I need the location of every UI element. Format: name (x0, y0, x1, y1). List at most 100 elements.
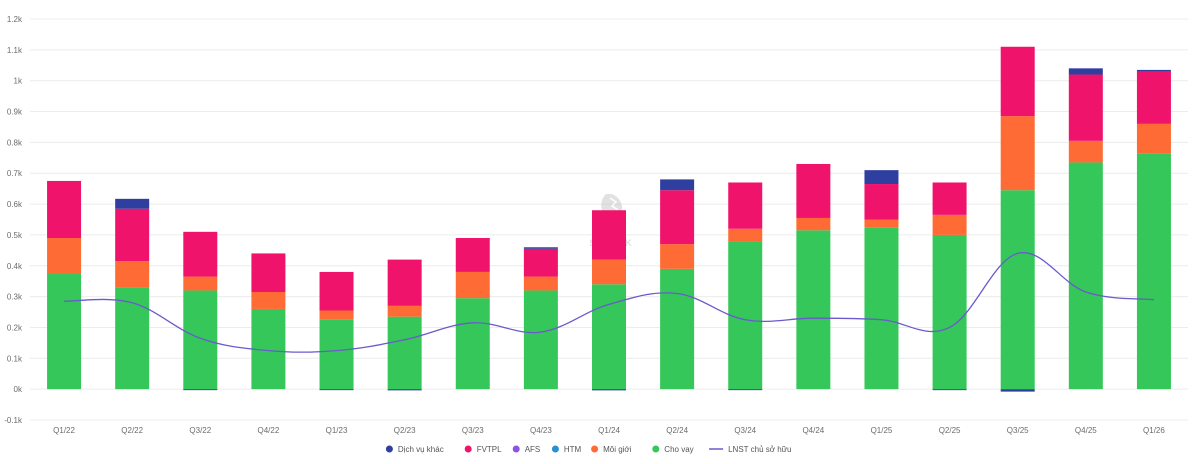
bar-segment (1136, 71, 1171, 124)
y-tick-label: 0.3k (7, 293, 23, 302)
bar-segment (319, 389, 354, 391)
bar-layer (47, 46, 1171, 392)
bar-segment (455, 271, 490, 299)
bar-segment (932, 214, 967, 235)
bar-segment (1068, 162, 1103, 390)
y-tick-label: 0k (14, 385, 23, 394)
x-tick-label: Q1/25 (871, 426, 893, 435)
legend-dot-icon (464, 445, 472, 453)
x-tick-label: Q4/22 (258, 426, 280, 435)
bar-segment (455, 298, 490, 390)
bar-segment (932, 389, 967, 391)
legend: Dịch vụ khác FVTPL AFS HTM Môi giới Cho vay LN… (385, 445, 791, 454)
legend-item: HTM (551, 445, 582, 454)
bar-segment (387, 316, 422, 390)
bar-segment (319, 319, 354, 390)
legend-dot-icon (551, 445, 559, 453)
bar-segment (319, 310, 354, 320)
y-tick-label: 0.6k (7, 200, 23, 209)
bar-segment (1068, 74, 1103, 141)
legend-dot-icon (652, 445, 660, 453)
line-lnst-chu-so-huu (64, 252, 1155, 353)
bar-segment (47, 238, 82, 274)
bar-segment (387, 259, 422, 306)
bar-segment (319, 271, 354, 311)
bar-segment (47, 273, 82, 390)
x-tick-label: Q4/24 (802, 426, 824, 435)
bar-segment (183, 231, 218, 277)
y-tick-label: 1k (14, 77, 23, 86)
legend-item: LNST chủ sở hữu (709, 445, 791, 454)
bar-segment (728, 182, 763, 229)
y-tick-label: 1.1k (7, 46, 23, 55)
y-tick-label: 1.2k (7, 15, 23, 24)
bar-segment (1000, 389, 1035, 392)
legend-dot-icon (512, 445, 520, 453)
bar-segment (728, 389, 763, 391)
y-tick-label: 0.9k (7, 108, 23, 117)
legend-dot-icon (385, 445, 393, 453)
legend-item: Dịch vụ khác (385, 445, 444, 454)
bar-segment (523, 276, 558, 291)
bar-segment (1068, 140, 1103, 163)
legend-item: AFS (512, 445, 541, 454)
bar-segment (1068, 68, 1103, 75)
legend-label: AFS (525, 445, 541, 454)
legend-item: Cho vay (652, 445, 694, 454)
bar-segment (660, 190, 695, 245)
legend-label: LNST chủ sở hữu (728, 445, 791, 454)
bar-segment (592, 284, 626, 390)
bar-segment (115, 198, 150, 209)
bar-segment (864, 184, 899, 220)
legend-label: Cho vay (664, 445, 693, 454)
x-axis-ticks: Q1/22 Q2/22 Q3/22 Q4/22 Q1/23 Q2/23 Q3/23 Q4/23… (53, 426, 1165, 435)
bar-segment (47, 180, 82, 239)
bar-segment (592, 389, 626, 391)
bar-segment (728, 228, 763, 242)
bar-segment (115, 287, 150, 390)
bar-segment (523, 247, 558, 249)
bar-segment (251, 253, 286, 292)
x-tick-label: Q2/25 (939, 426, 961, 435)
bar-segment (183, 290, 218, 390)
bar-segment (455, 238, 490, 272)
bar-segment (592, 210, 626, 260)
x-tick-label: Q3/25 (1007, 426, 1029, 435)
bar-segment (660, 244, 695, 269)
bar-segment (796, 163, 831, 218)
bar-segment (932, 234, 967, 390)
legend-label: Môi giới (603, 445, 632, 454)
bar-segment (183, 389, 218, 391)
bar-segment (251, 291, 286, 309)
y-tick-label: 0.8k (7, 138, 23, 147)
bar-segment (387, 389, 422, 391)
legend-item: Môi giới (591, 445, 632, 454)
bar-segment (864, 219, 899, 228)
bar-segment (864, 170, 899, 185)
bar-segment (1000, 116, 1035, 191)
legend-label: FVTPL (477, 445, 502, 454)
x-tick-label: Q2/24 (666, 426, 688, 435)
bar-segment (1000, 46, 1035, 117)
x-tick-label: Q4/23 (530, 426, 552, 435)
y-tick-label: 0.1k (7, 354, 23, 363)
x-tick-label: Q1/23 (326, 426, 348, 435)
x-tick-label: Q4/25 (1075, 426, 1097, 435)
y-tick-label: 0.4k (7, 262, 23, 271)
y-tick-label: 0.7k (7, 169, 23, 178)
bar-segment (1136, 123, 1171, 154)
x-tick-label: Q1/24 (598, 426, 620, 435)
bar-segment (523, 248, 558, 277)
x-tick-label: Q1/26 (1143, 426, 1165, 435)
bar-segment (183, 276, 218, 291)
bar-segment (1000, 190, 1035, 390)
bar-segment (592, 259, 626, 285)
bar-segment (115, 261, 150, 288)
y-axis-ticks: -0.1k 0k 0.1k 0.2k 0.3k 0.4k 0.5k 0.6k 0.7k 0.8k 0… (4, 15, 23, 425)
legend-dot-icon (591, 445, 599, 453)
bar-segment (1136, 69, 1171, 72)
bar-segment (387, 305, 422, 317)
x-tick-label: Q1/22 (53, 426, 75, 435)
x-tick-label: Q3/24 (734, 426, 756, 435)
